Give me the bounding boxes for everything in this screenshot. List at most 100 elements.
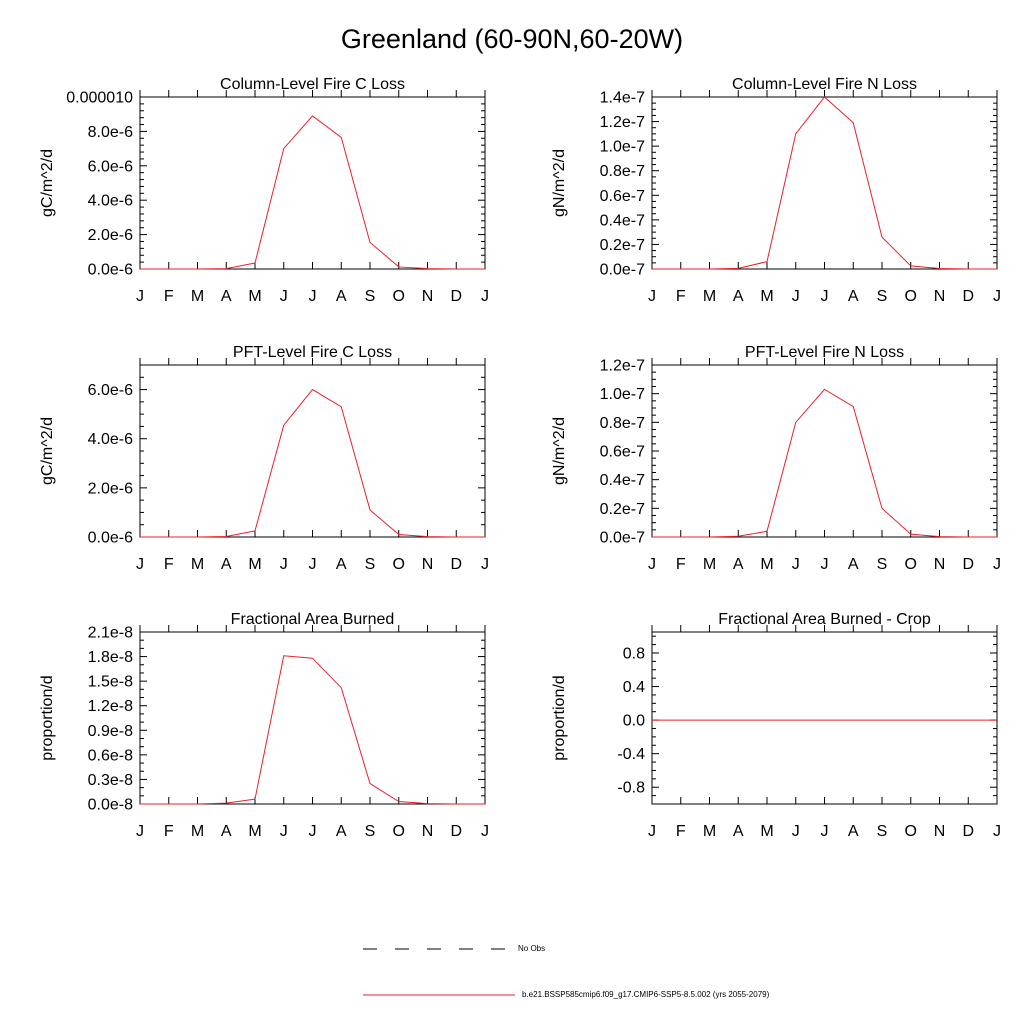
x-tick-label: J xyxy=(993,556,1001,573)
x-tick-label: F xyxy=(164,556,174,573)
x-tick-label: F xyxy=(164,288,174,305)
y-axis-label: proportion/d xyxy=(39,675,56,760)
y-tick-label: 2.1e-8 xyxy=(88,625,133,642)
y-tick-label: 1.4e-7 xyxy=(600,90,645,107)
x-tick-label: D xyxy=(450,823,462,840)
x-tick-label: J xyxy=(821,823,829,840)
x-tick-label: A xyxy=(221,288,232,305)
series-line xyxy=(140,388,485,538)
x-tick-label: A xyxy=(733,823,744,840)
y-tick-label: 0.8 xyxy=(623,645,645,662)
plot-frame xyxy=(139,631,486,805)
x-tick-label: D xyxy=(450,556,462,573)
legend-model-label: b.e21.BSSP585cmip6.f09_g17.CMIP6-SSP5-8.… xyxy=(522,990,770,999)
x-tick-label: J xyxy=(821,288,829,305)
x-tick-label: J xyxy=(993,288,1001,305)
y-axis-label: proportion/d xyxy=(551,675,568,760)
x-tick-label: M xyxy=(248,823,261,840)
series-line xyxy=(652,96,997,270)
series-line xyxy=(140,115,485,270)
plot-frame xyxy=(651,96,998,270)
y-tick-label: 0.000010 xyxy=(66,90,133,107)
x-tick-label: M xyxy=(191,823,204,840)
y-tick-label: 1.0e-7 xyxy=(600,386,645,403)
chart-title: Fractional Area Burned - Crop xyxy=(718,611,931,628)
x-tick-label: A xyxy=(336,288,347,305)
x-tick-label: N xyxy=(934,556,946,573)
y-tick-label: 0.2e-7 xyxy=(600,501,645,518)
chart-pft-fire-n-loss: PFT-Level Fire N Loss gN/m^2/d 0.0e-7 0.2e-… xyxy=(551,344,1001,573)
x-tick-label: M xyxy=(703,288,716,305)
x-tick-label: A xyxy=(336,823,347,840)
x-tick-label: A xyxy=(848,556,859,573)
y-tick-label: 0.8e-7 xyxy=(600,415,645,432)
y-tick-label: 6.0e-6 xyxy=(88,158,133,175)
y-tick-label: 0.0 xyxy=(623,713,645,730)
x-tick-label: M xyxy=(760,288,773,305)
x-tick-label: J xyxy=(309,823,317,840)
x-tick-label: N xyxy=(422,823,434,840)
y-tick-label: 0.3e-8 xyxy=(88,772,133,789)
y-tick-label: 4.0e-6 xyxy=(88,431,133,448)
chart-title: Column-Level Fire N Loss xyxy=(732,76,917,93)
x-tick-label: M xyxy=(703,556,716,573)
x-tick-label: J xyxy=(792,823,800,840)
x-tick-label: A xyxy=(221,556,232,573)
x-tick-label: O xyxy=(393,288,405,305)
y-tick-label: 0.4e-7 xyxy=(600,472,645,489)
x-tick-label: J xyxy=(821,556,829,573)
x-tick-label: J xyxy=(648,556,656,573)
plot-frame xyxy=(651,364,998,538)
y-tick-label: 1.2e-7 xyxy=(600,114,645,131)
x-tick-label: J xyxy=(136,823,144,840)
x-tick-label: J xyxy=(280,288,288,305)
y-tick-label: 4.0e-6 xyxy=(88,193,133,210)
y-tick-label: 6.0e-6 xyxy=(88,382,133,399)
chart-title: Column-Level Fire C Loss xyxy=(220,76,405,93)
x-tick-label: N xyxy=(422,288,434,305)
chart-column-fire-c-loss: Column-Level Fire C Loss gC/m^2/d 0.0e-6 2.… xyxy=(39,76,489,305)
y-tick-label: 8.0e-6 xyxy=(88,124,133,141)
x-tick-label: M xyxy=(760,823,773,840)
x-tick-label: D xyxy=(450,288,462,305)
chart-fractional-area-burned: Fractional Area Burned proportion/d 0.0e-8… xyxy=(39,611,489,840)
x-tick-label: J xyxy=(309,556,317,573)
y-tick-label: 0.2e-7 xyxy=(600,237,645,254)
x-tick-label: J xyxy=(792,556,800,573)
y-tick-label: -0.8 xyxy=(617,780,645,797)
x-tick-label: O xyxy=(905,823,917,840)
x-tick-label: M xyxy=(248,556,261,573)
y-tick-label: 0.0e-7 xyxy=(600,530,645,547)
y-tick-label: 0.0e-6 xyxy=(88,262,133,279)
y-tick-label: 0.8e-7 xyxy=(600,163,645,180)
x-tick-label: A xyxy=(733,288,744,305)
x-tick-label: J xyxy=(993,823,1001,840)
x-tick-label: F xyxy=(676,823,686,840)
chart-title: PFT-Level Fire N Loss xyxy=(745,344,904,361)
page-title: Greenland (60-90N,60-20W) xyxy=(340,24,684,54)
x-tick-label: S xyxy=(877,288,888,305)
x-tick-label: O xyxy=(905,288,917,305)
x-tick-label: F xyxy=(164,823,174,840)
y-tick-label: 0.9e-8 xyxy=(88,723,133,740)
chart-title: PFT-Level Fire C Loss xyxy=(233,344,392,361)
y-tick-label: 0.4e-7 xyxy=(600,212,645,229)
x-tick-label: F xyxy=(676,556,686,573)
x-tick-label: S xyxy=(365,288,376,305)
x-tick-label: O xyxy=(905,556,917,573)
series-line xyxy=(140,655,485,805)
x-tick-label: S xyxy=(365,823,376,840)
y-tick-label: 1.2e-8 xyxy=(88,698,133,715)
y-tick-label: 0.0e-7 xyxy=(600,262,645,279)
x-tick-label: A xyxy=(221,823,232,840)
y-tick-label: 1.2e-7 xyxy=(600,358,645,375)
chart-fractional-area-burned-crop: Fractional Area Burned - Crop proportion/… xyxy=(551,611,1001,840)
x-tick-label: O xyxy=(393,556,405,573)
x-tick-label: S xyxy=(877,556,888,573)
y-tick-label: -0.4 xyxy=(617,746,645,763)
x-tick-label: N xyxy=(934,823,946,840)
x-tick-label: J xyxy=(136,556,144,573)
y-tick-label: 1.5e-8 xyxy=(88,674,133,691)
x-tick-label: J xyxy=(280,556,288,573)
y-tick-label: 0.6e-7 xyxy=(600,444,645,461)
